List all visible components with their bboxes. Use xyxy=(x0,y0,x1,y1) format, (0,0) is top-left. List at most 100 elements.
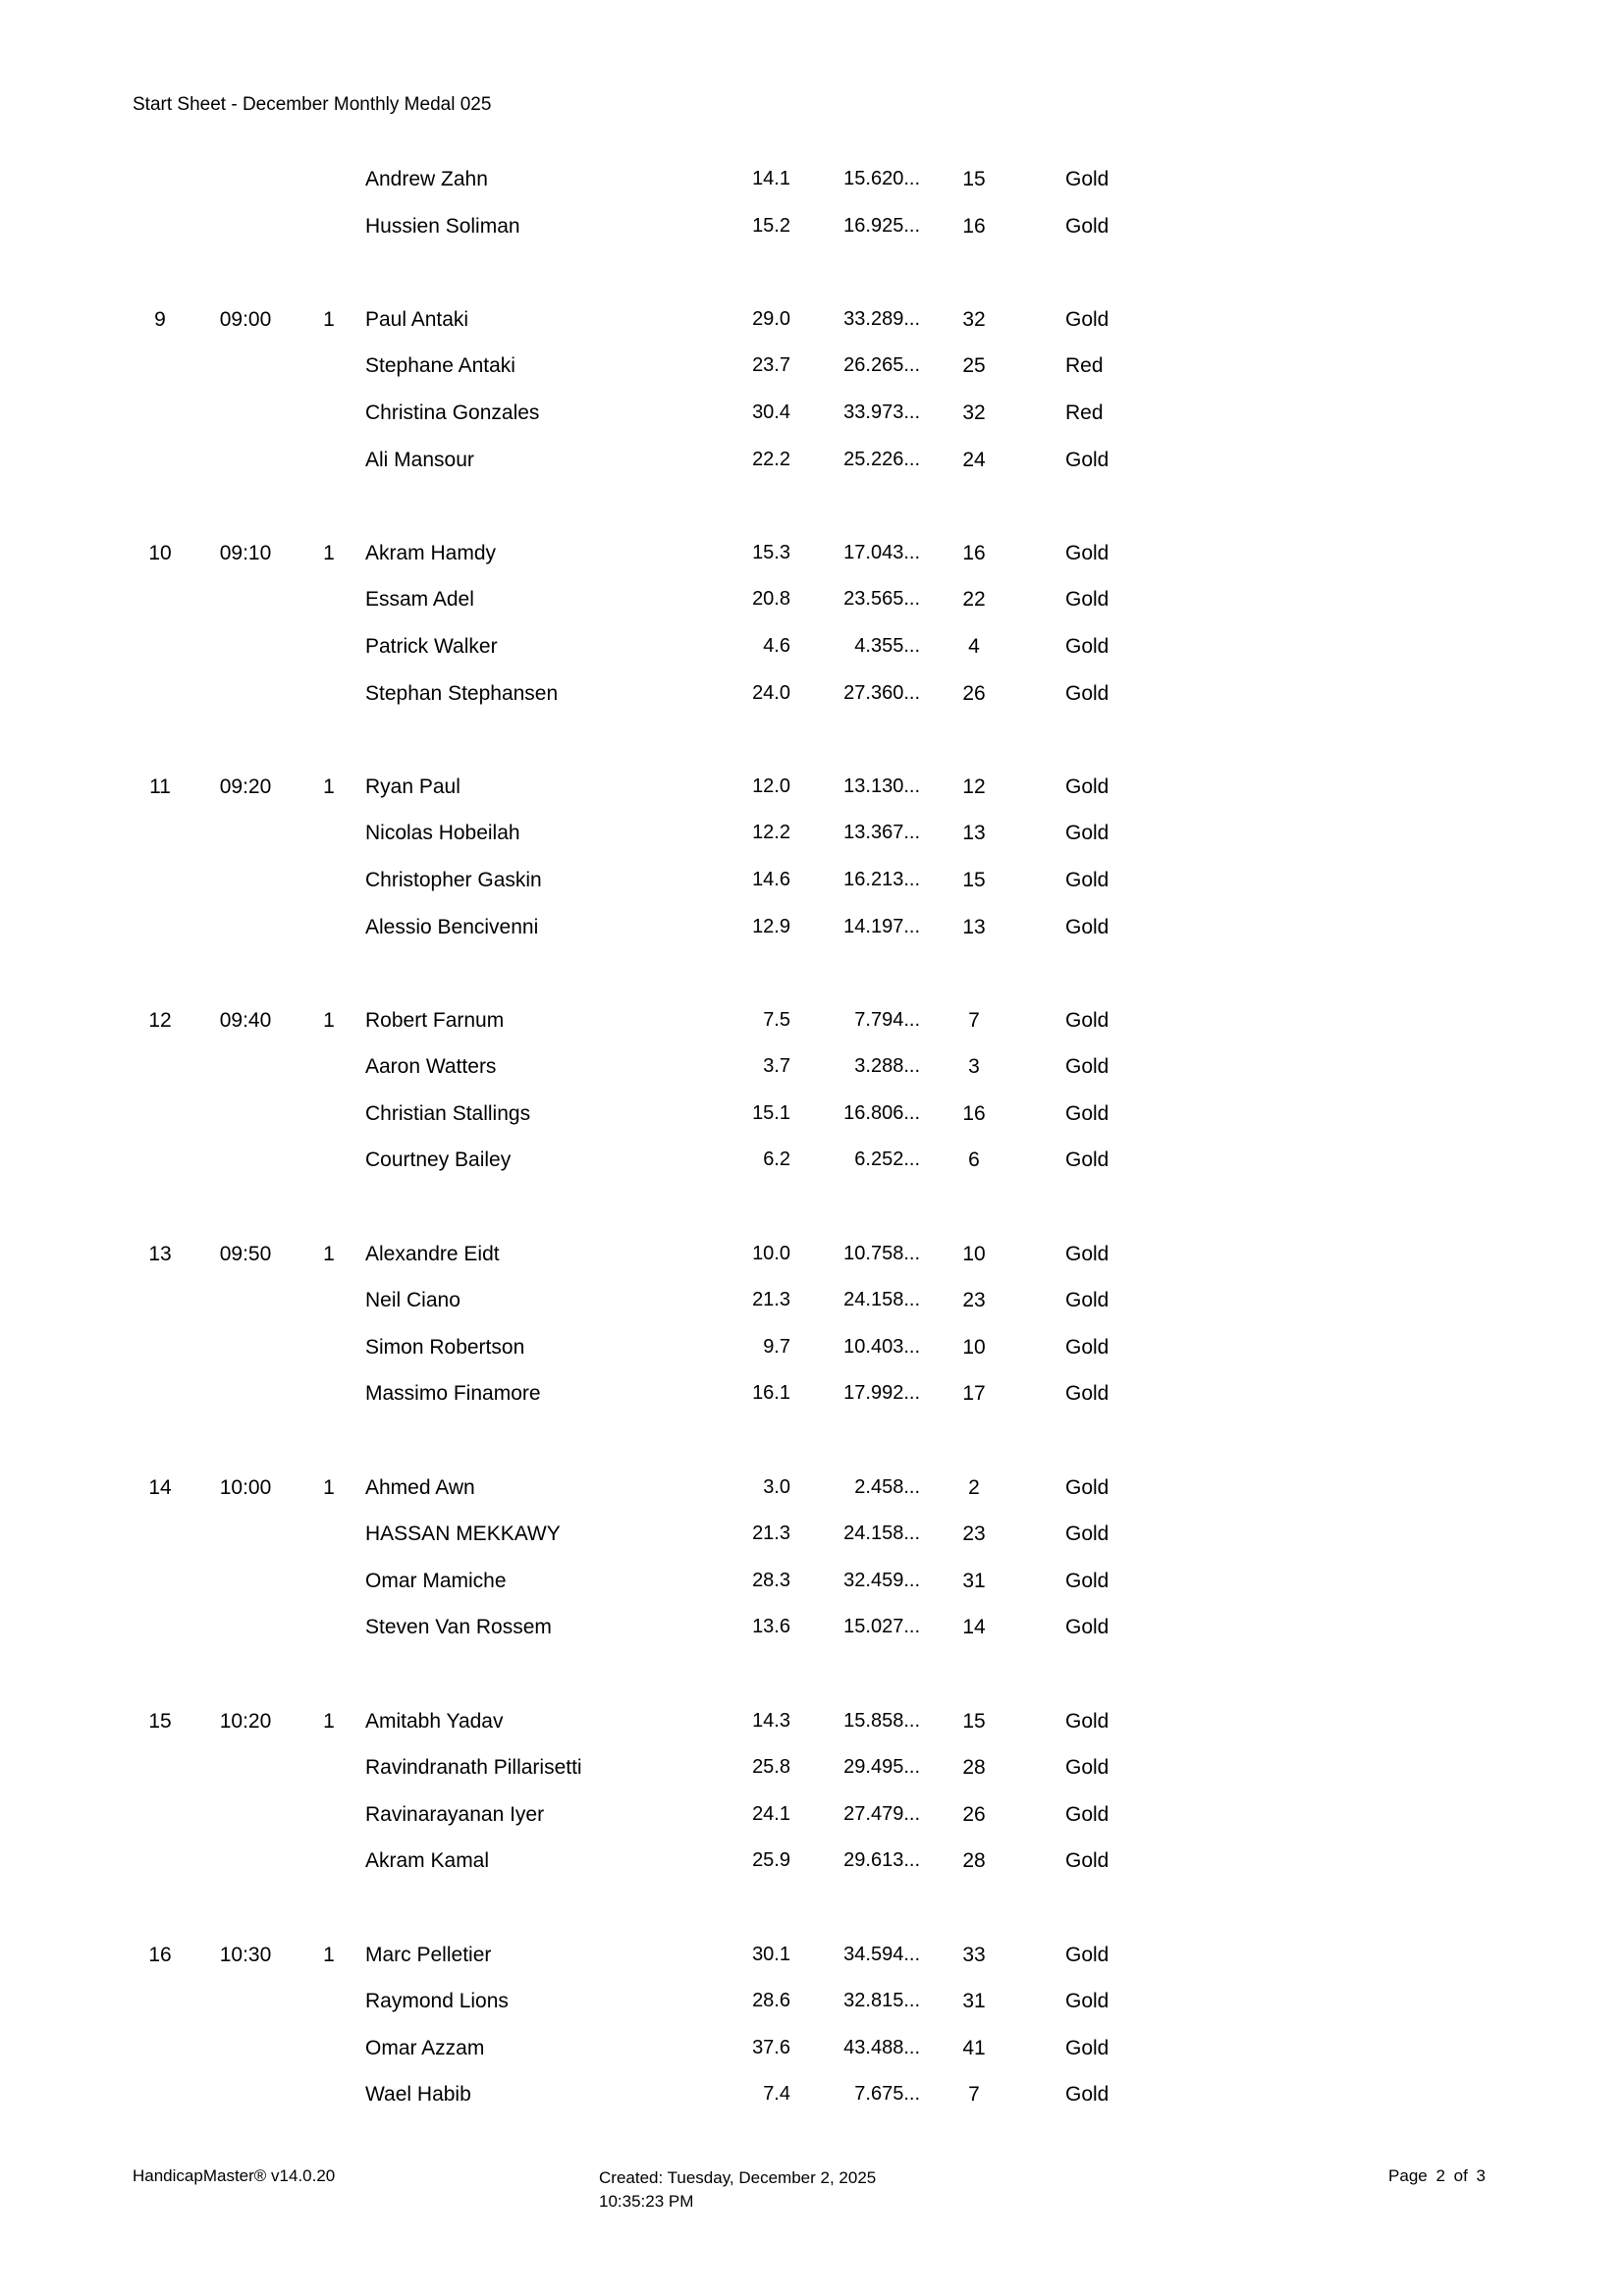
playing-handicap: 31 xyxy=(962,1569,986,1592)
tee-time xyxy=(201,670,290,718)
tee-colour: Gold xyxy=(1065,588,1110,612)
group-number xyxy=(126,203,194,250)
playing-handicap: 6 xyxy=(968,1148,980,1172)
course-handicap-exact: 32.459... xyxy=(843,1569,920,1591)
course-handicap-exact: 13.367... xyxy=(843,822,920,844)
tee-time xyxy=(201,390,290,437)
course-handicap-exact: 29.613... xyxy=(843,1849,920,1872)
tee-time: 10:00 xyxy=(219,1475,272,1499)
tee-number xyxy=(314,1277,344,1324)
handicap-index: 12.9 xyxy=(752,915,790,937)
tee-colour: Gold xyxy=(1065,915,1110,938)
tee-number xyxy=(314,1744,344,1791)
player-row: Ali Mansour 22.2 25.226... 24 Gold xyxy=(0,437,1624,484)
tee-colour: Gold xyxy=(1065,1849,1110,1873)
group-gap xyxy=(0,717,1624,764)
handicap-index: 22.2 xyxy=(752,448,790,470)
handicap-index: 15.2 xyxy=(752,214,790,237)
tee-colour: Gold xyxy=(1065,634,1110,658)
playing-handicap: 15 xyxy=(962,168,986,190)
group-number xyxy=(126,623,194,670)
playing-handicap: 33 xyxy=(962,1943,986,1966)
playing-handicap: 12 xyxy=(962,774,986,798)
player-row: Christopher Gaskin 14.6 16.213... 15 Gol… xyxy=(0,857,1624,904)
tee-number xyxy=(314,1091,344,1138)
tee-number xyxy=(314,1838,344,1885)
player-name: Essam Adel xyxy=(365,588,474,612)
player-row: Omar Mamiche 28.3 32.459... 31 Gold xyxy=(0,1558,1624,1605)
player-name: Akram Hamdy xyxy=(365,541,497,564)
handicap-index: 14.3 xyxy=(752,1709,790,1732)
tee-number xyxy=(314,390,344,437)
player-name: Massimo Finamore xyxy=(365,1382,541,1406)
player-name: Ryan Paul xyxy=(365,774,460,798)
playing-handicap: 26 xyxy=(962,681,986,705)
group-number xyxy=(126,437,194,484)
player-name: Ali Mansour xyxy=(365,448,474,471)
player-row: Steven Van Rossem 13.6 15.027... 14 Gold xyxy=(0,1604,1624,1651)
course-handicap-exact: 10.758... xyxy=(843,1242,920,1264)
player-row: Stephane Antaki 23.7 26.265... 25 Red xyxy=(0,343,1624,390)
course-handicap-exact: 32.815... xyxy=(843,1990,920,2012)
group-number xyxy=(126,857,194,904)
tee-colour: Gold xyxy=(1065,1569,1110,1592)
tee-time xyxy=(201,2071,290,2118)
tee-colour: Gold xyxy=(1065,1943,1110,1966)
tee-number xyxy=(314,623,344,670)
tee-number xyxy=(314,576,344,623)
tee-time xyxy=(201,1370,290,1417)
course-handicap-exact: 34.594... xyxy=(843,1943,920,1965)
player-name: Ravindranath Pillarisetti xyxy=(365,1756,582,1780)
tee-colour: Gold xyxy=(1065,1289,1110,1312)
tee-colour: Gold xyxy=(1065,1335,1110,1359)
player-name: Christina Gonzales xyxy=(365,400,540,424)
tee-colour: Gold xyxy=(1065,168,1110,190)
playing-handicap: 13 xyxy=(962,822,986,845)
playing-handicap: 10 xyxy=(962,1335,986,1359)
player-name: Andrew Zahn xyxy=(365,168,488,190)
group-number xyxy=(126,670,194,718)
group-number: 12 xyxy=(148,1008,172,1032)
player-name: Hussien Soliman xyxy=(365,214,520,238)
player-row: 9 09:00 1 Paul Antaki 29.0 33.289... 32 … xyxy=(0,296,1624,344)
handicap-index: 15.1 xyxy=(752,1101,790,1124)
tee-number xyxy=(314,2025,344,2072)
group-gap xyxy=(0,1184,1624,1231)
playing-handicap: 26 xyxy=(962,1802,986,1826)
handicap-index: 24.0 xyxy=(752,681,790,704)
player-name: Alexandre Eidt xyxy=(365,1242,500,1265)
group-number: 15 xyxy=(148,1709,172,1733)
tee-number xyxy=(314,1791,344,1839)
tee-colour: Gold xyxy=(1065,1008,1110,1032)
handicap-index: 7.5 xyxy=(763,1008,790,1031)
player-name: Patrick Walker xyxy=(365,634,498,658)
playing-handicap: 25 xyxy=(962,354,986,378)
playing-handicap: 10 xyxy=(962,1242,986,1265)
group-gap xyxy=(0,249,1624,296)
player-name: Raymond Lions xyxy=(365,1990,509,2013)
tee-number xyxy=(314,1558,344,1605)
handicap-index: 16.1 xyxy=(752,1382,790,1405)
group-number xyxy=(126,1558,194,1605)
tee-number xyxy=(314,1604,344,1651)
playing-handicap: 7 xyxy=(968,1008,980,1032)
player-row: Andrew Zahn 14.1 15.620... 15 Gold xyxy=(0,156,1624,203)
player-name: Aaron Watters xyxy=(365,1055,497,1079)
handicap-index: 30.1 xyxy=(752,1943,790,1965)
course-handicap-exact: 27.479... xyxy=(843,1802,920,1825)
tee-time xyxy=(201,1978,290,2025)
tee-number: 1 xyxy=(323,1709,335,1733)
course-handicap-exact: 4.355... xyxy=(854,634,920,657)
tee-colour: Gold xyxy=(1065,2036,1110,2059)
group-gap xyxy=(0,1885,1624,1932)
tee-time xyxy=(201,904,290,951)
group-number xyxy=(126,1043,194,1091)
player-name: Courtney Bailey xyxy=(365,1148,512,1172)
group-number: 10 xyxy=(148,541,172,564)
player-row: Simon Robertson 9.7 10.403... 10 Gold xyxy=(0,1324,1624,1371)
course-handicap-exact: 43.488... xyxy=(843,2036,920,2058)
player-name: Neil Ciano xyxy=(365,1289,460,1312)
course-handicap-exact: 33.973... xyxy=(843,400,920,423)
group-gap xyxy=(0,1651,1624,1698)
group-gap xyxy=(0,483,1624,530)
